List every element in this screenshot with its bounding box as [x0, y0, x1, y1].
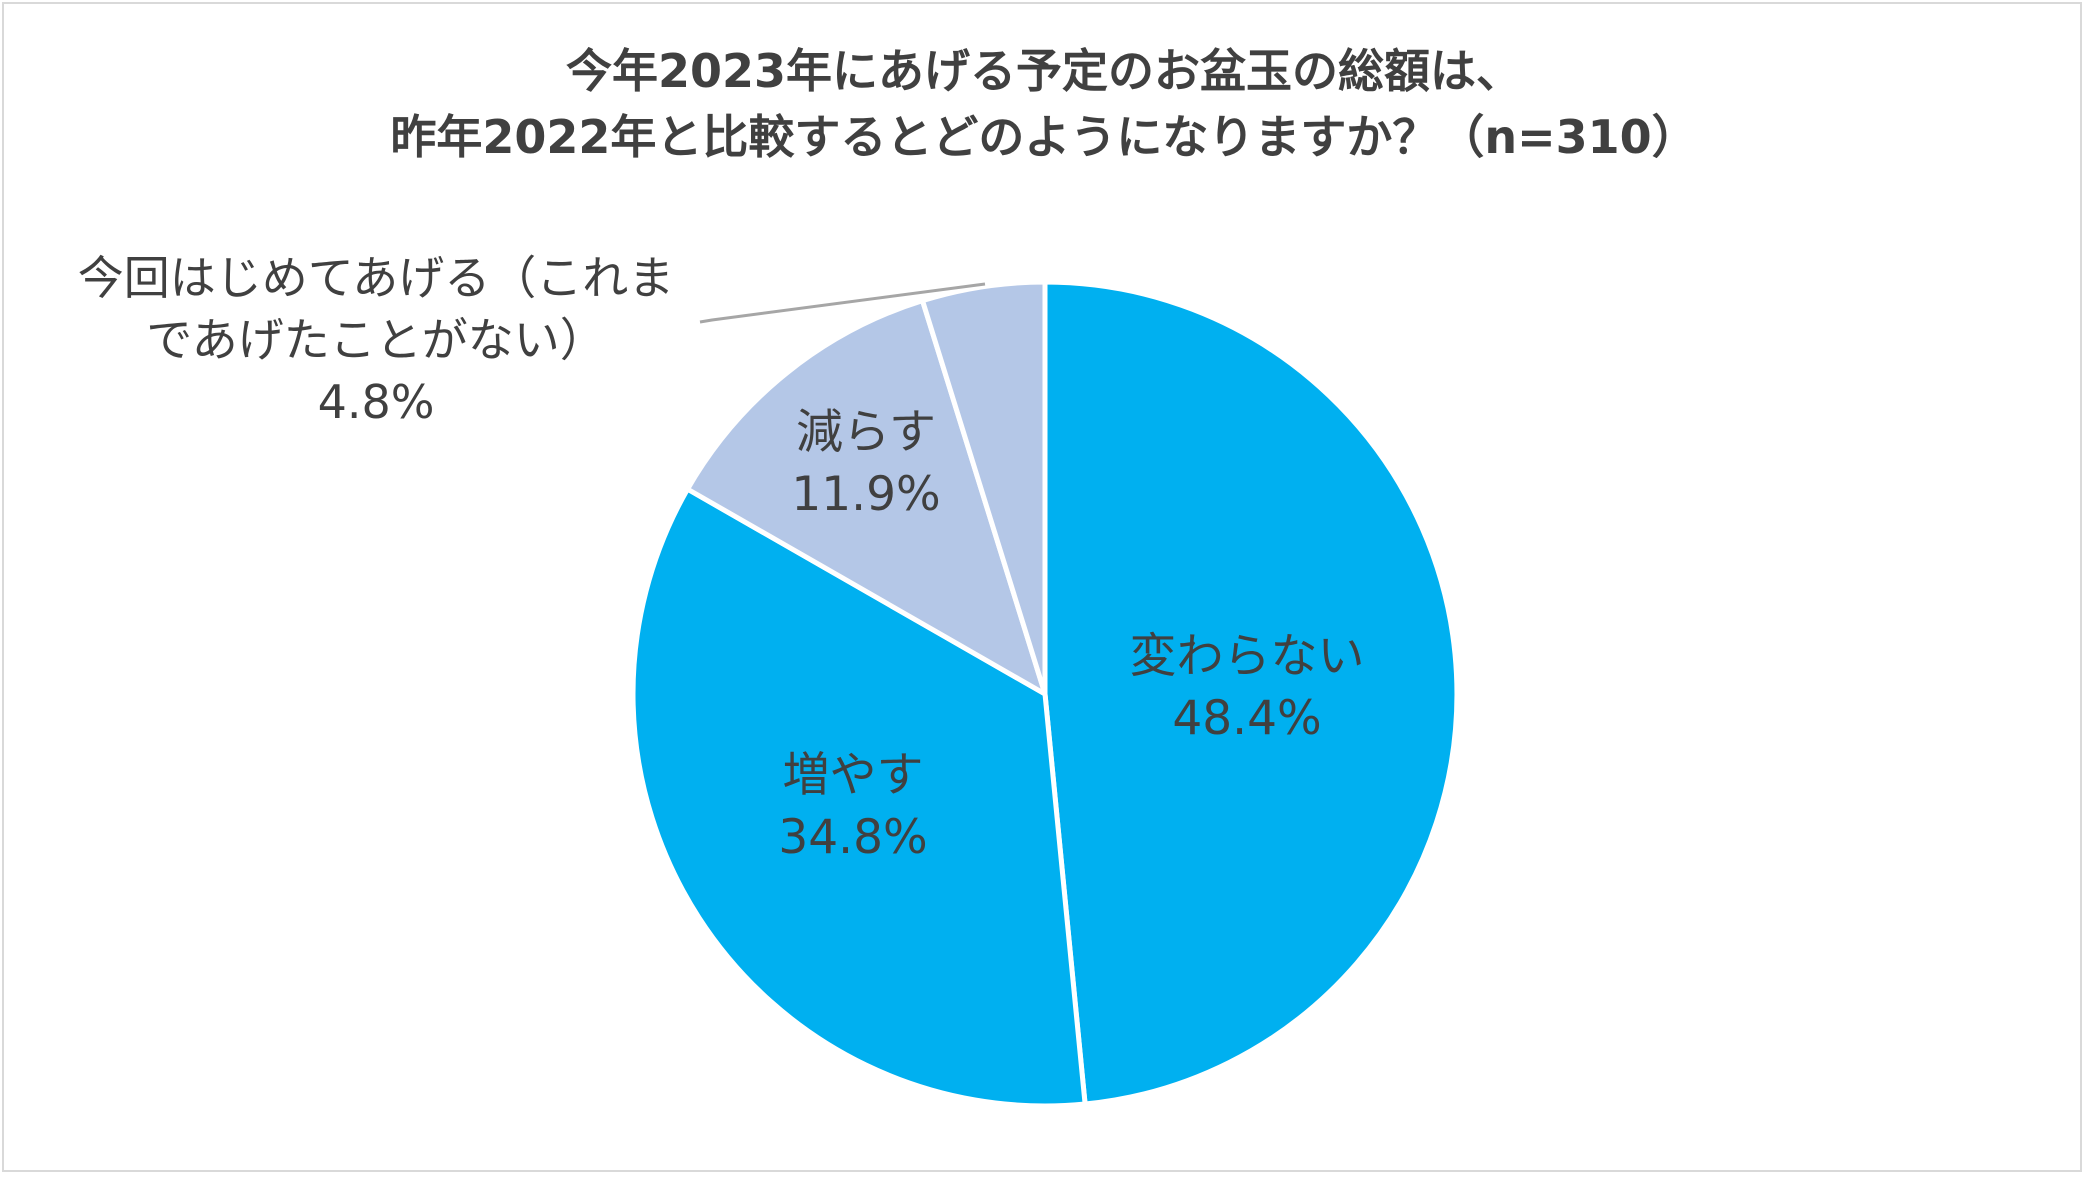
slice-decrease — [685, 298, 1048, 697]
slice-label-unchanged-value: 48.4% — [1172, 691, 1322, 746]
slice-label-increase-value: 34.8% — [778, 810, 928, 865]
leader-line — [699, 282, 986, 324]
slice-label-increase-name: 増やす — [782, 748, 924, 803]
chart-title-line-1: 今年2023年にあげる予定のお盆玉の総額は、 — [565, 44, 1523, 98]
slice-label-first-time-line-1: 今回はじめてあげる（これま — [77, 251, 675, 305]
slice-label-first-time-value: 4.8% — [317, 375, 435, 429]
chart-title-line-2: 昨年2022年と比較するとどのようになりますか？（n=310） — [390, 110, 1698, 164]
slice-first-time — [920, 279, 1048, 697]
slice-label-first-time: 今回はじめてあげる（これま であげたことがない） 4.8% — [78, 247, 675, 433]
slice-label-increase: 増やす 34.8% — [778, 745, 927, 869]
chart-title: 今年2023年にあげる予定のお盆玉の総額は、 昨年2022年と比較するとどのよう… — [0, 38, 2088, 170]
slice-increase — [630, 486, 1088, 1109]
slice-label-first-time-line-2: であげたことがない） — [146, 313, 606, 367]
slice-label-unchanged-name: 変わらない — [1129, 629, 1365, 684]
pie-slices — [630, 279, 1460, 1109]
slice-label-decrease: 減らす 11.9% — [791, 402, 940, 526]
slice-label-decrease-name: 減らす — [795, 405, 937, 460]
slice-unchanged — [1042, 279, 1460, 1107]
slice-label-decrease-value: 11.9% — [791, 467, 941, 522]
slice-label-unchanged: 変わらない 48.4% — [1130, 626, 1365, 750]
